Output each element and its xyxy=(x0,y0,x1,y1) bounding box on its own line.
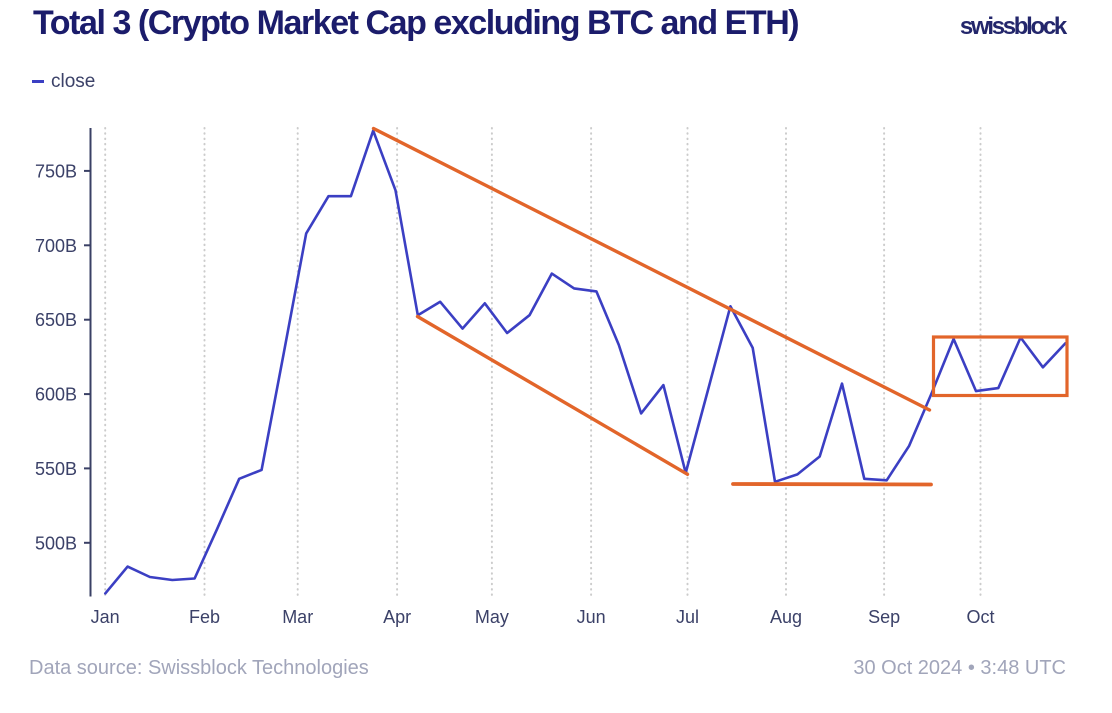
svg-text:Oct: Oct xyxy=(966,607,994,627)
svg-text:550B: 550B xyxy=(35,459,77,479)
svg-text:Jul: Jul xyxy=(676,607,699,627)
svg-text:700B: 700B xyxy=(35,236,77,256)
svg-text:Jan: Jan xyxy=(91,607,120,627)
svg-text:Mar: Mar xyxy=(282,607,313,627)
svg-text:500B: 500B xyxy=(35,533,77,553)
svg-text:600B: 600B xyxy=(35,385,77,405)
svg-text:Feb: Feb xyxy=(189,607,220,627)
svg-text:Sep: Sep xyxy=(868,607,900,627)
svg-text:650B: 650B xyxy=(35,310,77,330)
svg-text:Aug: Aug xyxy=(770,607,802,627)
svg-text:May: May xyxy=(475,607,509,627)
svg-text:Apr: Apr xyxy=(383,607,411,627)
svg-text:750B: 750B xyxy=(35,161,77,181)
svg-text:Jun: Jun xyxy=(577,607,606,627)
